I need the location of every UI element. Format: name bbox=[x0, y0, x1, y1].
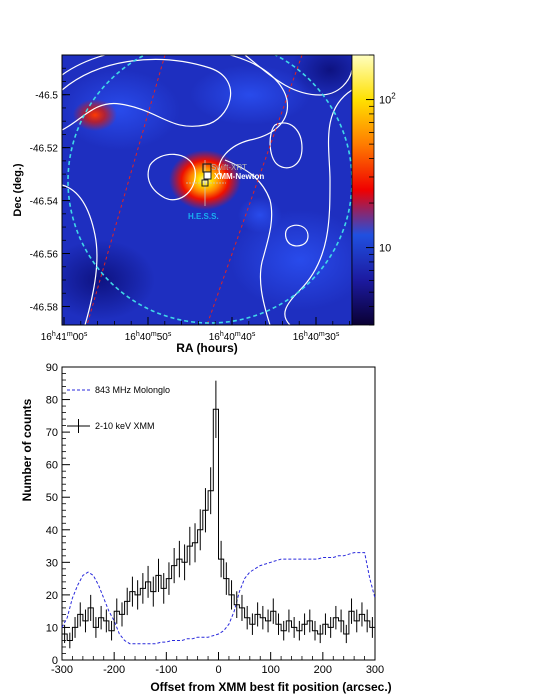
legend: 843 MHz Molonglo 2-10 keV XMM bbox=[67, 385, 170, 433]
map-y-tick-label: -46.54 bbox=[30, 197, 59, 208]
hess-label: H.E.S.S. bbox=[188, 212, 219, 221]
map-y-tick-label: -46.56 bbox=[30, 250, 59, 261]
profile-y-tick-label: 20 bbox=[46, 590, 58, 602]
profile-y-tick-label: 40 bbox=[46, 525, 58, 537]
source-markers bbox=[186, 160, 226, 206]
colorbar-tick-label: 102 bbox=[379, 92, 396, 107]
profile-x-tick-label: -300 bbox=[51, 664, 73, 676]
map-y-tick-label: -46.58 bbox=[30, 302, 59, 313]
map-image bbox=[62, 55, 352, 320]
map-x-axis-title: RA (hours) bbox=[176, 341, 238, 355]
xmm-histogram bbox=[62, 408, 375, 641]
legend-molonglo-label: 843 MHz Molonglo bbox=[95, 385, 170, 395]
colorbar: 10 102 bbox=[351, 54, 396, 326]
profile-x-tick-label: 300 bbox=[366, 664, 384, 676]
profile-x-tick-label: 200 bbox=[314, 664, 332, 676]
profile-y-axis: 0 10 20 30 40 50 60 70 80 90 bbox=[46, 362, 70, 667]
map-y-axis-title: Dec (deg.) bbox=[12, 163, 24, 217]
profile-y-tick-label: 90 bbox=[46, 362, 58, 374]
profile-y-tick-label: 50 bbox=[46, 492, 58, 504]
profile-x-tick-label: -200 bbox=[103, 664, 125, 676]
colorbar-scale bbox=[352, 55, 374, 325]
profile-panel: 0 10 20 30 40 50 60 70 80 90 -300 -200 -100 0 100 200 3… bbox=[20, 362, 392, 694]
map-x-tick-label: 16h41m00s bbox=[41, 331, 88, 343]
radio-contours bbox=[62, 55, 352, 325]
profile-y-tick-label: 30 bbox=[46, 557, 58, 569]
profile-band-lines bbox=[86, 55, 303, 325]
series-molonglo bbox=[61, 552, 376, 645]
profile-y-tick-label: 80 bbox=[46, 395, 58, 407]
molonglo-line bbox=[61, 552, 376, 645]
profile-x-axis-title: Offset from XMM best fit position (arcse… bbox=[150, 680, 391, 694]
profile-y-tick-label: 70 bbox=[46, 427, 58, 439]
xmm-label: XMM-Newton bbox=[214, 172, 264, 181]
profile-x-tick-label: -100 bbox=[155, 664, 177, 676]
xmm-marker bbox=[203, 171, 212, 180]
map-x-tick-label: 16h40m50s bbox=[125, 331, 172, 343]
sky-map-panel: Swift-XRT XMM-Newton H.E.S.S. -46.5-46.5… bbox=[12, 54, 396, 355]
profile-y-tick-label: 60 bbox=[46, 460, 58, 472]
profile-x-tick-label: 0 bbox=[215, 664, 221, 676]
colorbar-ticks: 10 102 bbox=[366, 54, 396, 326]
series-xmm bbox=[62, 380, 375, 649]
profile-y-axis-title: Number of counts bbox=[20, 398, 34, 501]
map-y-axis: -46.5 -46.52 -46.54 -46.56 -46.58 bbox=[30, 67, 70, 313]
swift-label: Swift-XRT bbox=[211, 163, 247, 172]
profile-x-axis: -300 -200 -100 0 100 200 300 bbox=[51, 652, 384, 676]
profile-y-tick-label: 10 bbox=[46, 622, 58, 634]
legend-xmm-label: 2-10 keV XMM bbox=[95, 421, 155, 431]
map-y-tick-label: -46.5 bbox=[35, 91, 58, 102]
map-x-tick-label: 16h40m40s bbox=[209, 331, 256, 343]
map-x-tick-label: 16h40m30s bbox=[293, 331, 340, 343]
map-x-axis: 16h41m00s 16h40m50s 16h40m40s 16h40m30s bbox=[41, 317, 351, 343]
profile-x-tick-label: 100 bbox=[261, 664, 279, 676]
map-y-tick-label: -46.52 bbox=[30, 144, 59, 155]
hess-marker bbox=[201, 179, 209, 187]
profile-y-tick-label: 0 bbox=[52, 655, 58, 667]
colorbar-tick-label: 10 bbox=[379, 243, 391, 255]
